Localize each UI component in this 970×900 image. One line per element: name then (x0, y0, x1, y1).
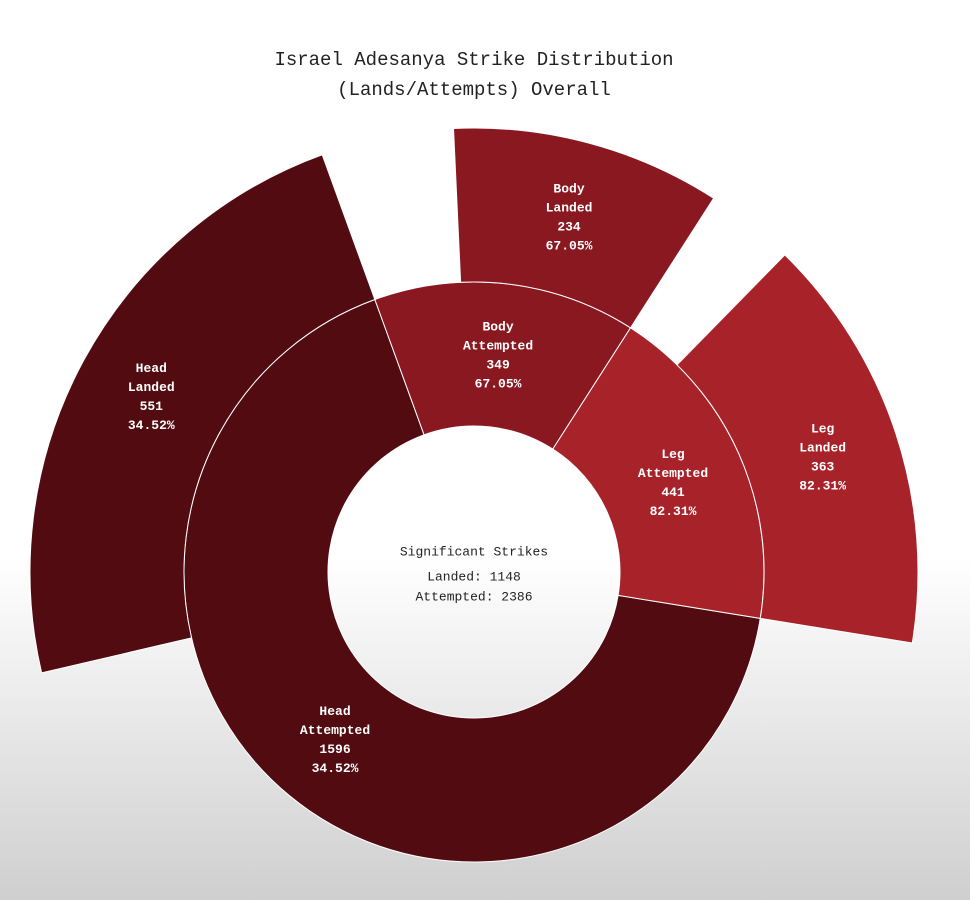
wedges (29, 127, 919, 863)
wedge-label-line: Head (136, 362, 167, 377)
wedge-label-line: 82.31% (799, 479, 846, 494)
center-title: Significant Strikes (400, 544, 548, 559)
wedge-label-line: Attempted (300, 723, 370, 738)
chart-title: Israel Adesanya Strike Distribution (274, 49, 673, 71)
wedge-label-line: 82.31% (650, 505, 697, 520)
wedge-label-line: Body (482, 320, 513, 335)
wedge-label-line: 34.52% (312, 761, 359, 776)
landed-wedge (676, 254, 919, 644)
wedge-label-line: 67.05% (546, 239, 593, 254)
wedge-label-line: Head (319, 704, 350, 719)
wedge-label: Head Attempted 1596 34.52% (300, 704, 370, 776)
wedge-label-line: Body (553, 182, 584, 197)
wedge-label: Body Attempted 349 67.05% (463, 320, 533, 392)
center-line: Attempted: 2386 (415, 589, 532, 604)
chart-subtitle: (Lands/Attempts) Overall (337, 79, 611, 101)
wedge-label-line: 363 (811, 460, 835, 475)
wedge-label-line: 441 (661, 486, 685, 501)
wedge-label: Body Landed 234 67.05% (546, 182, 593, 254)
center-line: Landed: 1148 (427, 569, 521, 584)
wedge-label-line: 1596 (319, 742, 350, 757)
wedge-label-line: 67.05% (475, 377, 522, 392)
wedge-label-line: 34.52% (128, 419, 175, 434)
wedge-label-line: Landed (128, 381, 175, 396)
labels: Head Attempted 1596 34.52% Head Landed 551 34.5… (128, 182, 846, 776)
landed-wedge (29, 154, 376, 674)
wedge-label-line: Landed (799, 441, 846, 456)
wedge-label: Leg Landed 363 82.31% (799, 422, 846, 494)
wedge-label-line: Attempted (463, 339, 533, 354)
wedge-label-line: 234 (557, 220, 581, 235)
wedge-label: Head Landed 551 34.52% (128, 362, 175, 434)
wedge-label-line: Attempted (638, 467, 708, 482)
wedge-label-line: 551 (140, 400, 164, 415)
wedge-label-line: Leg (811, 422, 835, 437)
wedge-label-line: 349 (486, 358, 510, 373)
wedge-label-line: Landed (546, 201, 593, 216)
wedge-label-line: Leg (661, 448, 685, 463)
wedge-label: Leg Attempted 441 82.31% (638, 448, 708, 520)
landed-wedge (452, 127, 715, 329)
